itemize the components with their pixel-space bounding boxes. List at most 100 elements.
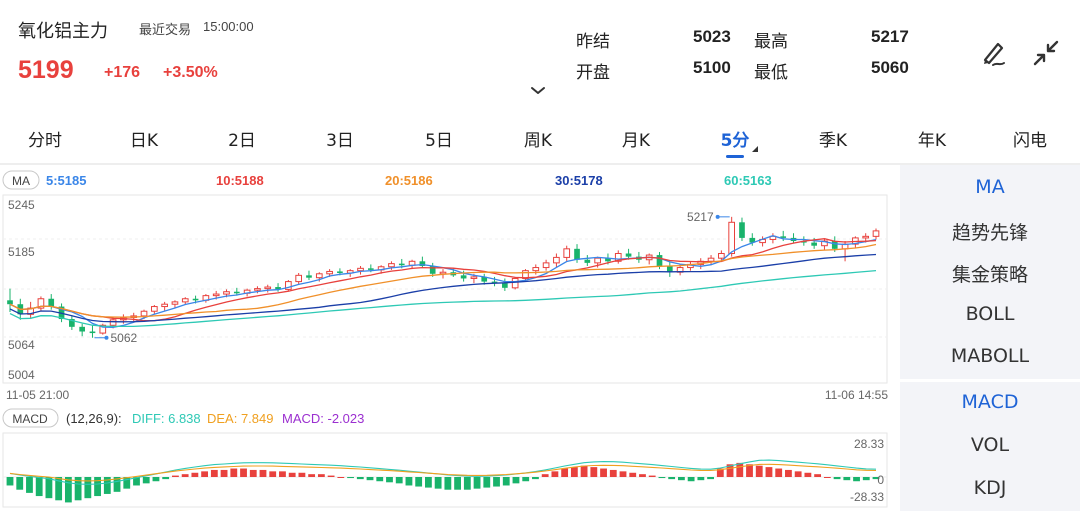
candle-body	[69, 319, 75, 327]
candle-body	[337, 271, 343, 274]
active-tab-indicator	[726, 155, 744, 158]
tab-3-day[interactable]: 3日	[326, 131, 354, 151]
macd-bar	[746, 464, 753, 477]
indicator-macd[interactable]: MACD	[961, 391, 1019, 413]
macd-bar	[551, 471, 559, 477]
macd-bar	[833, 477, 841, 480]
macd-bar	[162, 477, 170, 480]
macd-bar	[775, 468, 783, 477]
macd-bar	[463, 477, 471, 490]
candle-body	[398, 263, 405, 266]
candle-body	[233, 291, 240, 294]
candle-body	[542, 262, 550, 269]
tab-weekly-k[interactable]: 周K	[523, 131, 553, 151]
macd-axis-bottom: -28.33	[850, 490, 884, 504]
macd-bar	[823, 477, 831, 478]
macd-bar	[366, 477, 374, 481]
candle-body	[109, 319, 117, 326]
prev-settle-label: 昨结	[576, 32, 610, 52]
tab-lightning[interactable]: 闪电	[1013, 131, 1047, 151]
candle-body	[532, 267, 540, 272]
period-dropdown-caret-icon[interactable]	[752, 146, 758, 152]
low-marker-dot	[104, 335, 109, 340]
candle-body	[563, 248, 571, 258]
indicator-maboll[interactable]: MABOLL	[950, 345, 1030, 367]
candle-body	[862, 235, 870, 239]
chevron-down-icon[interactable]	[530, 86, 546, 96]
collapse-icon[interactable]	[1029, 36, 1063, 70]
macd-axis-zero: 0	[877, 473, 884, 487]
candle-body	[367, 268, 374, 270]
ma10-line	[9, 238, 877, 322]
macd-legend-pill[interactable]	[2, 408, 59, 428]
macd-bar	[444, 477, 452, 490]
candle-body	[594, 257, 601, 264]
macd-bar	[648, 475, 656, 477]
tab-5-day[interactable]: 5日	[425, 131, 453, 151]
tabs-divider	[0, 163, 1080, 165]
tab-5-minute[interactable]: 5分	[720, 131, 750, 151]
macd-bar	[716, 468, 724, 477]
candle-body	[275, 287, 281, 290]
macd-bar	[191, 472, 199, 477]
macd-bar	[862, 477, 870, 481]
time-axis-start: 11-05 21:00	[6, 388, 69, 402]
candle-body	[470, 276, 478, 279]
macd-bar	[356, 477, 364, 480]
price-change: +176	[104, 64, 141, 81]
macd-bar	[288, 472, 296, 477]
last-price: 5199	[18, 56, 74, 84]
macd-bar	[872, 477, 880, 480]
macd-bar	[317, 474, 325, 477]
macd-bar	[570, 467, 578, 477]
price-axis-label-bottom: 5004	[8, 368, 35, 382]
candle-body	[223, 291, 230, 295]
macd-bar	[473, 477, 481, 489]
tab-monthly-k[interactable]: 月K	[621, 131, 651, 151]
ma30-line	[9, 253, 877, 323]
candle-body	[48, 298, 55, 307]
side-panel-divider	[900, 379, 1080, 382]
indicator-ma[interactable]: MA	[975, 176, 1005, 198]
high-marker-label: 5217	[687, 210, 714, 224]
macd-bar	[853, 477, 860, 482]
macd-bar	[619, 471, 627, 477]
macd-bar	[16, 477, 24, 490]
candle-body	[605, 258, 611, 262]
candle-body	[140, 310, 148, 317]
tab-timeshare[interactable]: 分时	[28, 131, 62, 151]
macd-bar	[765, 467, 773, 477]
indicator-vol[interactable]: VOL	[970, 434, 1010, 456]
price-change-percent: +3.50%	[163, 64, 218, 81]
indicator-trend-pioneer[interactable]: 趋势先锋	[951, 222, 1028, 244]
quote-header: 氧化铝主力 最近交易 15:00:00 5199 +176 +3.50% 昨结 …	[0, 0, 1080, 108]
macd-bar	[230, 468, 238, 477]
tab-2-day[interactable]: 2日	[228, 131, 256, 151]
draw-pen-icon[interactable]	[976, 36, 1010, 70]
macd-bar	[580, 465, 588, 477]
macd-bar	[55, 477, 63, 501]
macd-bar	[249, 469, 257, 477]
indicator-boll[interactable]: BOLL	[965, 303, 1015, 325]
candle-body	[780, 236, 787, 238]
ma-legend-pill[interactable]	[2, 170, 40, 190]
indicator-kdj[interactable]: KDJ	[973, 477, 1007, 499]
macd-bar	[677, 477, 685, 481]
candle-body	[27, 307, 34, 315]
macd-diff-value: DIFF: 6.838	[132, 411, 201, 426]
macd-bar	[561, 468, 569, 477]
tab-quarterly-k[interactable]: 季K	[818, 131, 848, 151]
candle-body	[7, 300, 13, 305]
macd-bar	[434, 477, 442, 489]
indicator-gold-strategy[interactable]: 集金策略	[951, 264, 1028, 286]
macd-dea-line	[9, 463, 877, 482]
macd-bar	[668, 477, 676, 480]
macd-axis-top: 28.33	[854, 437, 884, 451]
tab-yearly-k[interactable]: 年K	[917, 131, 947, 151]
tab-daily-k[interactable]: 日K	[129, 131, 159, 151]
candle-body	[315, 273, 323, 279]
candle-body	[502, 283, 508, 288]
kline-chart[interactable]: MA 5:5185 10:5188 20:5186 30:5178 60:516…	[0, 165, 900, 511]
macd-bar	[843, 477, 851, 481]
candle-body	[99, 324, 107, 334]
